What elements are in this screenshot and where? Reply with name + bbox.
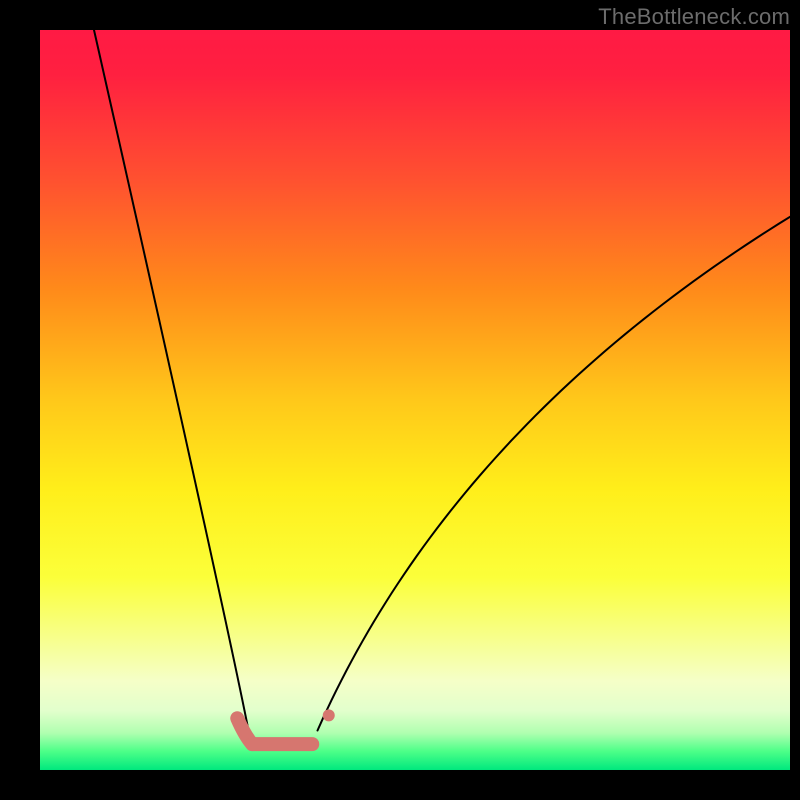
gradient-background	[40, 30, 790, 770]
chart-svg	[40, 30, 790, 770]
band-right-dot	[323, 709, 335, 721]
bottleneck-chart	[40, 30, 790, 770]
watermark-text: TheBottleneck.com	[598, 4, 790, 30]
